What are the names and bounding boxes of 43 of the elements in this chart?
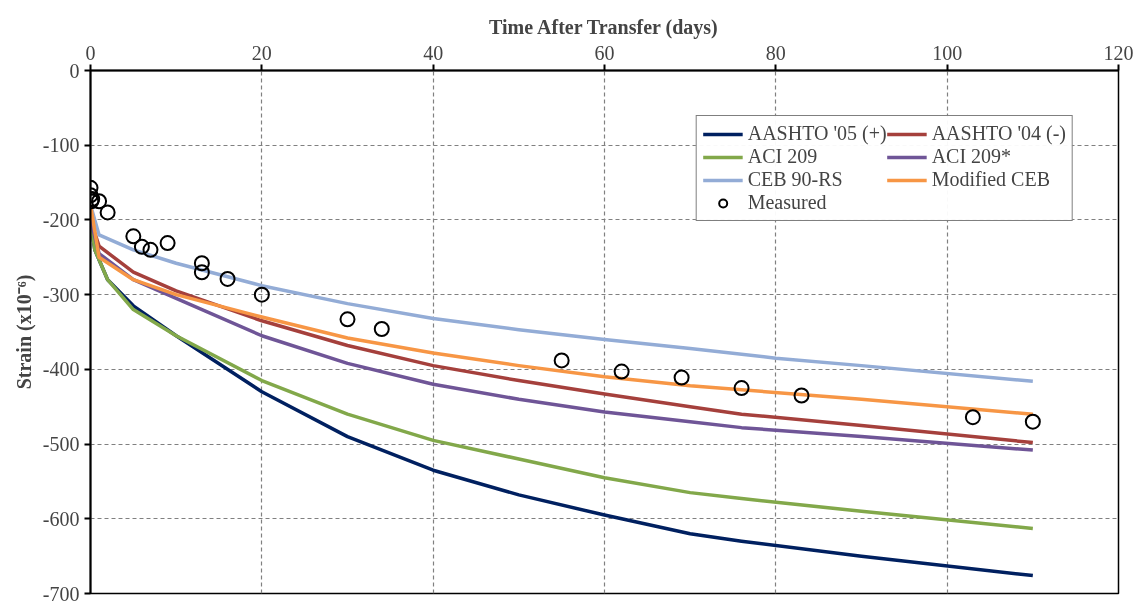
x-tick-label: 100 (932, 41, 963, 64)
point (125, 228, 142, 245)
legend-label: Measured (747, 191, 827, 214)
point (142, 241, 159, 258)
x-tick-label: 80 (765, 41, 786, 64)
point (159, 235, 176, 252)
x-tick-label: 0 (85, 41, 96, 64)
point (673, 369, 690, 386)
y-tick-label: -500 (42, 433, 80, 456)
point (339, 311, 356, 328)
y-tick-label: 0 (69, 59, 80, 82)
point (733, 380, 750, 397)
point (964, 409, 981, 426)
legend-label: AASHTO '04 (-) (931, 122, 1066, 145)
legend-label: ACI 209 (747, 145, 818, 168)
x-tick-label: 120 (1103, 41, 1134, 64)
legend-label: CEB 90-RS (747, 168, 843, 191)
x-tick-label: 40 (423, 41, 444, 64)
x-tick-label: 20 (251, 41, 272, 64)
y-tick-label: -700 (42, 582, 80, 603)
point (99, 204, 116, 221)
legend-label: Modified CEB (931, 168, 1050, 191)
legend-label: ACI 209* (931, 145, 1012, 168)
x-tick-label: 60 (594, 41, 615, 64)
y-tick-label: -300 (42, 283, 80, 306)
point (253, 286, 270, 303)
y-tick-label: -200 (42, 208, 80, 231)
point (553, 352, 570, 369)
point (193, 264, 210, 281)
y-tick-label: -600 (42, 507, 80, 530)
point (219, 270, 236, 287)
y-axis-title: Strain (x10⁻⁶) (12, 274, 36, 390)
point (133, 238, 150, 255)
point (193, 255, 210, 272)
point (91, 193, 108, 210)
x-axis-title: Time After Transfer (days) (489, 15, 718, 39)
point (1024, 413, 1041, 430)
legend-label: AASHTO '05 (+) (747, 122, 887, 145)
point (793, 387, 810, 404)
point (373, 321, 390, 337)
y-tick-label: -400 (42, 358, 80, 381)
point (613, 363, 630, 380)
y-tick-label: -100 (42, 134, 80, 157)
